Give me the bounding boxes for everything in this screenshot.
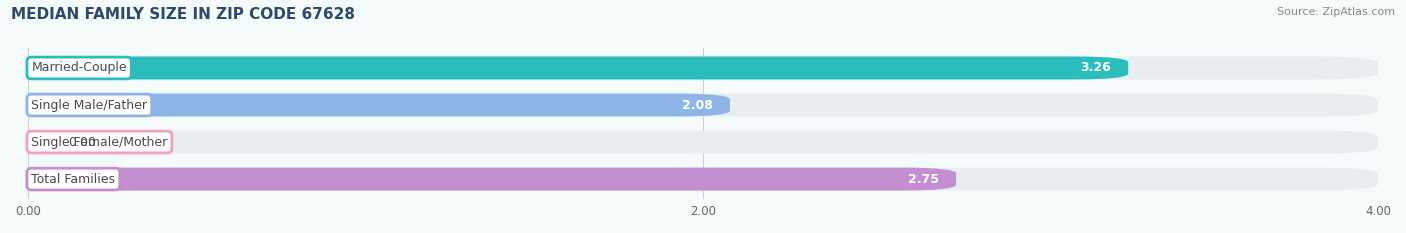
- Text: Single Male/Father: Single Male/Father: [31, 99, 148, 112]
- Text: MEDIAN FAMILY SIZE IN ZIP CODE 67628: MEDIAN FAMILY SIZE IN ZIP CODE 67628: [11, 7, 356, 22]
- FancyBboxPatch shape: [28, 93, 730, 116]
- Text: Source: ZipAtlas.com: Source: ZipAtlas.com: [1277, 7, 1395, 17]
- FancyBboxPatch shape: [28, 130, 1378, 154]
- Text: Single Female/Mother: Single Female/Mother: [31, 136, 167, 149]
- FancyBboxPatch shape: [28, 93, 1378, 116]
- FancyBboxPatch shape: [28, 57, 1378, 79]
- Text: 0.00: 0.00: [69, 136, 97, 149]
- Text: 2.08: 2.08: [682, 99, 713, 112]
- Text: 2.75: 2.75: [908, 173, 939, 185]
- Text: 3.26: 3.26: [1081, 62, 1111, 75]
- FancyBboxPatch shape: [28, 57, 1128, 79]
- Text: Married-Couple: Married-Couple: [31, 62, 127, 75]
- Text: Total Families: Total Families: [31, 173, 115, 185]
- FancyBboxPatch shape: [28, 168, 956, 191]
- FancyBboxPatch shape: [28, 168, 1378, 191]
